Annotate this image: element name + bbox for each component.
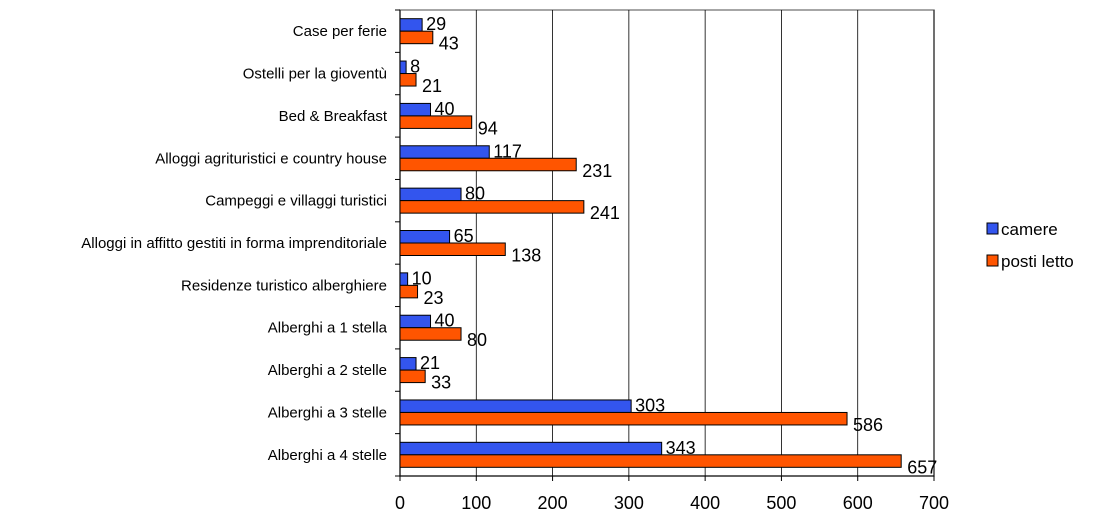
data-label-posti-letto: 43	[439, 34, 459, 54]
data-label-posti-letto: 657	[907, 457, 937, 477]
legend-label: camere	[1001, 220, 1058, 239]
data-label-posti-letto: 21	[422, 76, 442, 96]
data-label-camere: 343	[666, 438, 696, 458]
x-tick-label: 100	[461, 493, 491, 513]
bar-camere	[399, 18, 423, 32]
bar-camere	[399, 272, 409, 286]
bar-posti-letto	[399, 115, 473, 129]
data-label-posti-letto: 94	[478, 118, 498, 138]
legend-swatch	[986, 254, 999, 267]
x-tick-label: 300	[614, 493, 644, 513]
category-label: Alberghi a 1 stella	[268, 320, 388, 337]
bar-posti-letto	[399, 454, 902, 468]
x-tick-label: 200	[538, 493, 568, 513]
category-label: Alloggi agrituristici e country house	[155, 150, 387, 167]
bar-camere	[399, 60, 407, 75]
bar-posti-letto	[399, 73, 417, 87]
bar-camere	[399, 230, 451, 244]
data-label-camere: 29	[426, 14, 446, 34]
x-tick-label: 500	[766, 493, 796, 513]
category-label: Residenze turistico alberghiere	[181, 277, 387, 294]
data-label-camere: 303	[635, 395, 665, 415]
data-label-posti-letto: 138	[511, 246, 541, 266]
data-label-camere: 21	[420, 353, 440, 373]
bar-camere	[399, 314, 432, 329]
bar-camere	[399, 145, 490, 159]
bar-camere	[399, 187, 462, 202]
bar-camere	[399, 102, 432, 117]
bar-posti-letto	[399, 327, 462, 341]
category-label: Alberghi a 3 stelle	[268, 404, 387, 421]
bar-posti-letto	[399, 411, 848, 426]
data-label-camere: 10	[412, 268, 432, 288]
data-label-posti-letto: 23	[424, 288, 444, 308]
bar-posti-letto	[399, 200, 585, 214]
bar-posti-letto	[399, 369, 426, 384]
data-label-posti-letto: 33	[431, 373, 451, 393]
data-label-posti-letto: 241	[590, 203, 620, 223]
data-label-posti-letto: 231	[582, 161, 612, 181]
category-label: Bed & Breakfast	[279, 108, 388, 125]
bar-camere	[399, 357, 417, 371]
data-label-camere: 65	[454, 226, 474, 246]
bar-posti-letto	[399, 242, 506, 256]
category-label: Alberghi a 2 stelle	[268, 362, 387, 379]
category-label: Case per ferie	[293, 23, 387, 40]
x-tick-label: 600	[843, 493, 873, 513]
bar-posti-letto	[399, 157, 577, 172]
data-label-camere: 40	[435, 99, 455, 119]
x-tick-label: 700	[919, 493, 949, 513]
data-label-camere: 40	[435, 311, 455, 331]
data-label-posti-letto: 586	[853, 415, 883, 435]
bar-posti-letto	[399, 284, 419, 299]
category-label: Alberghi a 4 stelle	[268, 447, 387, 464]
data-label-camere: 8	[410, 57, 420, 77]
data-label-camere: 117	[493, 141, 522, 161]
x-tick-label: 0	[395, 493, 405, 513]
legend-label: posti letto	[1001, 252, 1074, 271]
category-label: Campeggi e villaggi turistici	[205, 193, 387, 210]
data-label-posti-letto: 80	[467, 330, 487, 350]
data-label-camere: 80	[465, 184, 485, 204]
bar-camere	[399, 441, 663, 456]
x-tick-label: 400	[690, 493, 720, 513]
category-label: Ostelli per la gioventù	[243, 66, 387, 83]
bar-camere	[399, 399, 632, 413]
legend-swatch	[986, 222, 999, 235]
category-label: Alloggi in affitto gestiti in forma impr…	[81, 235, 387, 252]
bar-posti-letto	[399, 30, 434, 45]
